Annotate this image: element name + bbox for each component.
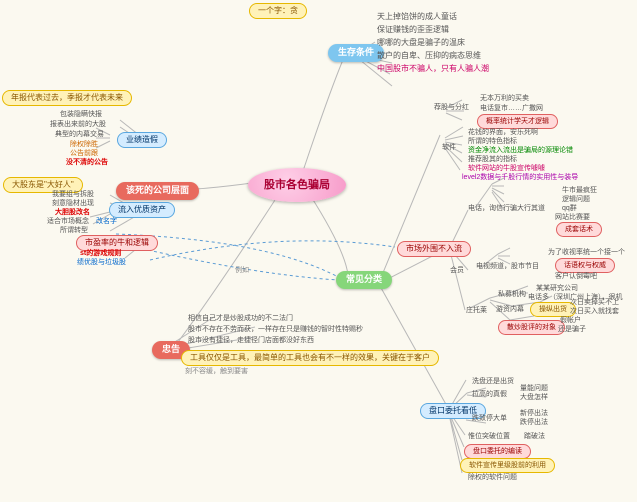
leaf: 为了收视率统一个接一个	[548, 248, 625, 257]
leaf: 大盘怎样	[520, 393, 548, 402]
scam-b2: 流入优质资产	[109, 202, 175, 218]
loyal-pill: 工具仅仅是工具，最简单的工具也会有不一样的效果，关键在于客户	[181, 350, 439, 366]
leaf: 典型的内幕交易	[55, 130, 104, 139]
leaf: 次日卖掉买不上	[570, 298, 619, 307]
root-node: 股市各色骗局	[248, 168, 346, 202]
leaf: 庄托莱	[466, 306, 487, 315]
scam-b1-pill: 年报代表过去，季报才代表未来	[2, 90, 132, 106]
leaf: 所谓的特色指标	[468, 137, 517, 146]
leaf: 绩优股与垃圾股	[77, 258, 126, 267]
leaf: 拉高的真假	[472, 390, 507, 399]
leaf: 大胆股改名	[55, 208, 90, 217]
branch-scam: 该死的公司层面	[116, 182, 199, 200]
market-c2b: 话语权与权威	[555, 258, 615, 273]
leaf: 量能问题	[520, 384, 548, 393]
leaf: 某某研究公司	[536, 284, 578, 293]
leaf: 我要组与拆股	[52, 190, 94, 199]
leaf: 所谓转型	[60, 226, 88, 235]
market-a3: 概率统计学天才逻辑	[477, 114, 558, 129]
leaf: 次日买入就找套	[570, 307, 619, 316]
leaf: 还是骗子	[558, 325, 586, 334]
leaf: 牛市最疯狂	[562, 186, 597, 195]
leaf: 花钱的界面，安乐死啊	[468, 128, 538, 137]
leaf: 跌致停大单	[472, 414, 507, 423]
leaf: 没不清的公告	[66, 158, 108, 167]
leaf: 软件网站的牛股宣传噱噱	[468, 164, 545, 173]
leaf: 电话复市……广撒网	[480, 104, 543, 113]
leaf: 无本万利的买卖	[480, 94, 529, 103]
leaf: st的游戏规则	[80, 249, 121, 258]
leaf: 公告前跟	[70, 149, 98, 158]
leaf: 洗盘还是出货	[472, 377, 514, 386]
leaf: 包装隐瞒快报	[60, 110, 102, 119]
leaf: 改名字	[96, 217, 117, 226]
leaf: 天上掉馅饼的成人童话	[377, 12, 457, 22]
scam-b1: 业绩造假	[117, 132, 167, 148]
leaf: 荐股与分红	[434, 103, 469, 112]
leaf: 资金净流入流出是骗局的源理论错	[468, 146, 573, 155]
leaf: 软件	[442, 143, 456, 152]
leaf: 电话，询信行骗大行其道	[468, 204, 545, 213]
leaf: 相信自己才是炒股成功的不二法门	[188, 314, 293, 323]
leaf: 除权除胜	[70, 140, 98, 149]
leaf: 保证赚钱的歪歪逻辑	[377, 25, 449, 35]
survive-pill: 一个字：贪	[249, 3, 307, 19]
branch-common: 常见分类	[336, 271, 392, 289]
leaf: 哪哪的大盘是骗子的温床	[377, 38, 465, 48]
leaf: 会员	[450, 266, 464, 275]
leaf: 散户的自卑、压抑的病态思维	[377, 51, 481, 61]
leaf: 私募机构	[498, 290, 526, 299]
svg-text:例如: 例如	[235, 265, 249, 274]
leaf: 游资内幕	[496, 305, 524, 314]
leaf: 客户认倒霉吧	[555, 272, 597, 281]
leaf: qq群	[562, 204, 577, 213]
leaf: 惟位突破位置	[468, 432, 510, 441]
leaf: 踏破法	[524, 432, 545, 441]
leaf: level2数据与千股行情的实用性与装导	[462, 173, 578, 182]
leaf: 除权的软件问题	[468, 473, 517, 482]
leaf: 股市不存在不劳而获，一样存在只是赚钱的智时性特赐秒	[188, 325, 363, 334]
market-title: 市场外围不入流	[397, 241, 471, 257]
leaf: 刻不容缓，触到要害	[185, 367, 248, 376]
leaf: 逻辑问题	[562, 195, 590, 204]
leaf: 电视频道，股市节目	[476, 262, 539, 271]
leaf: 推荐股其的指标	[468, 155, 517, 164]
leaf: 跌停出法	[520, 418, 548, 427]
leaf-highlight: 中国股市不骗人，只有人骗人潮	[377, 64, 489, 74]
leaf: 假帐户	[560, 316, 581, 325]
leaf: 新停出法	[520, 409, 548, 418]
leaf: 网站比赛要	[555, 213, 590, 222]
leaf: 适合市场概念	[47, 217, 89, 226]
branch-survive: 生存条件	[328, 44, 384, 62]
leaf: 股市没有捷径，走捷径门店面都没好东西	[188, 336, 314, 345]
pankou-l6: 软件宣传里级股前的利用	[460, 458, 555, 473]
market-c1e: 成套话术	[556, 222, 602, 237]
leaf: 刻意隐材出现	[52, 199, 94, 208]
leaf: 报表出来前的大股	[50, 120, 106, 129]
market-c3c: 散炒股评的对象	[498, 320, 565, 335]
pankou-l5: 盘口委托的编读	[464, 444, 531, 459]
